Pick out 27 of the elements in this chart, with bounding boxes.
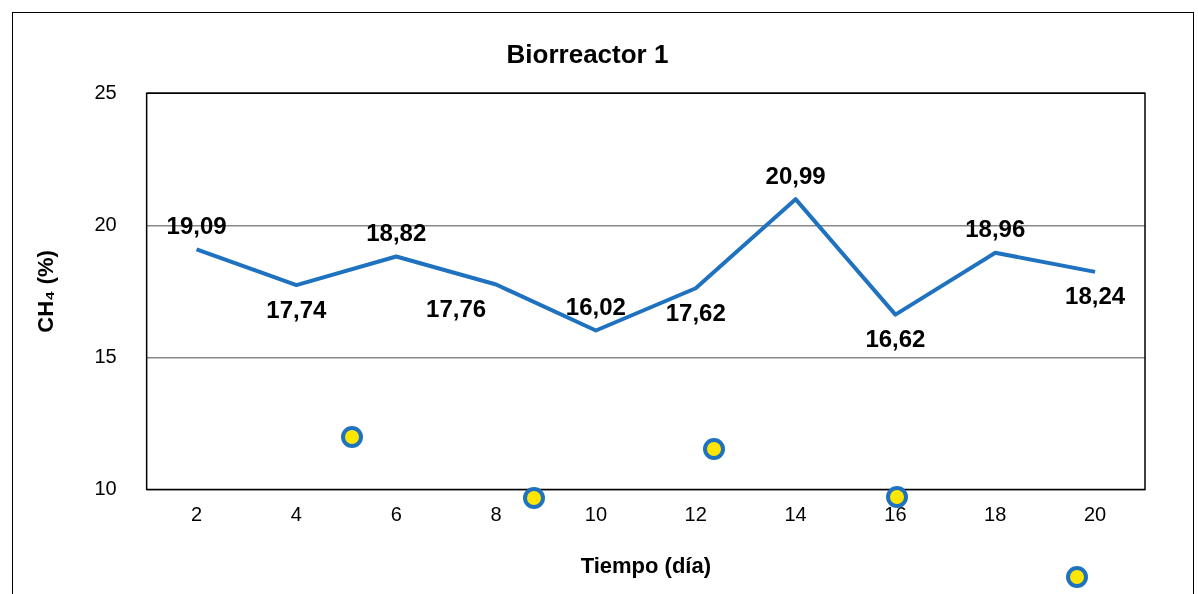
text: 17,74 [266, 295, 327, 323]
chart-title: Biorreactor 1 [506, 38, 669, 69]
x-tick-label: 16 [884, 503, 907, 526]
x-tick-label: 10 [584, 503, 608, 526]
text: 16,62 [865, 325, 926, 353]
text: 18,82 [366, 219, 427, 247]
text: 20,99 [765, 161, 826, 189]
text: 17,76 [426, 295, 487, 323]
x-tick-label: 8 [490, 503, 502, 526]
x-tick-label: 6 [390, 503, 402, 526]
y-tick-label: 20 [94, 212, 117, 235]
y-axis-title: CH₄ (%) [33, 250, 59, 333]
text: 19,09 [166, 212, 227, 240]
x-tick-label: 18 [984, 503, 1007, 526]
text: 16,02 [565, 293, 626, 321]
y-tick-label: 25 [94, 80, 117, 103]
x-tick-label: 4 [290, 503, 302, 526]
text: 17,62 [665, 298, 726, 326]
text: 18,24 [1065, 282, 1126, 310]
y-tick-label: 15 [94, 344, 117, 367]
y-tick-label: 10 [94, 477, 117, 500]
x-tick-label: 2 [191, 503, 203, 526]
x-tick-label: 14 [784, 503, 807, 526]
x-tick-label: 12 [684, 503, 707, 526]
x-tick-label: 20 [1083, 503, 1107, 526]
text: 18,96 [965, 215, 1026, 243]
x-axis-title: Tiempo (día) [580, 552, 712, 578]
